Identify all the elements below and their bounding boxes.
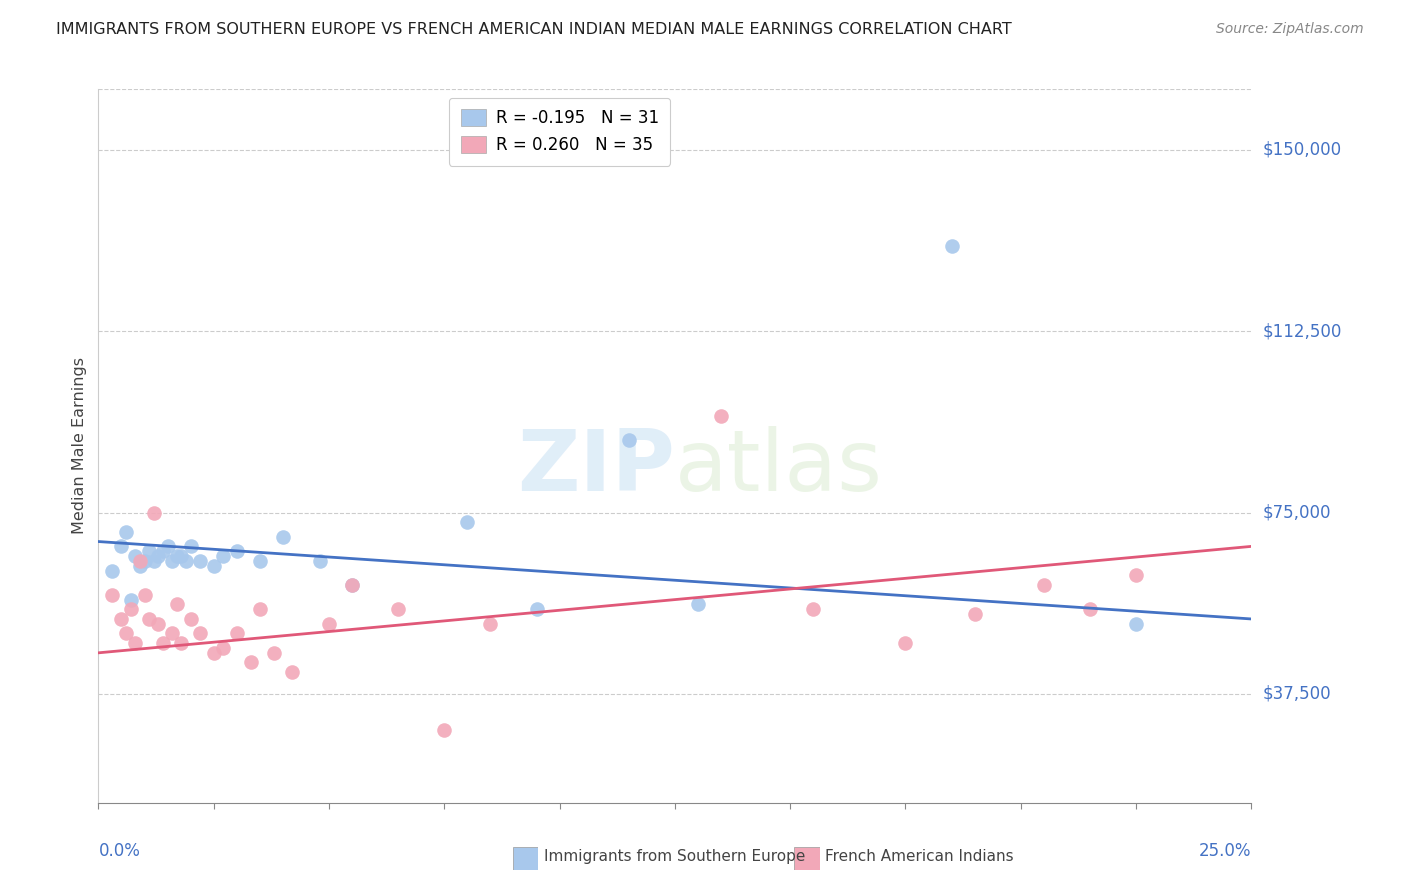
Point: [963, 607, 986, 621]
Text: Source: ZipAtlas.com: Source: ZipAtlas.com: [1216, 22, 1364, 37]
Point: [152, 636, 174, 650]
Point: [239, 656, 262, 670]
Point: [1078, 602, 1101, 616]
Point: [166, 598, 188, 612]
Text: $75,000: $75,000: [1263, 503, 1331, 522]
Point: [941, 239, 963, 253]
Point: [152, 544, 174, 558]
Point: [174, 554, 197, 568]
Point: [617, 433, 640, 447]
Point: [129, 554, 152, 568]
Point: [340, 578, 363, 592]
Text: French American Indians: French American Indians: [825, 849, 1014, 863]
Text: $112,500: $112,500: [1263, 322, 1341, 340]
Text: $37,500: $37,500: [1263, 685, 1331, 703]
Point: [156, 540, 179, 554]
Point: [526, 602, 548, 616]
Point: [318, 616, 340, 631]
Point: [148, 616, 170, 631]
Point: [479, 616, 502, 631]
Point: [110, 612, 132, 626]
Point: [115, 626, 138, 640]
Point: [212, 640, 235, 655]
Point: [110, 540, 132, 554]
Point: [129, 558, 152, 573]
Point: [160, 626, 183, 640]
Point: [120, 592, 142, 607]
Point: [281, 665, 304, 680]
Point: [134, 554, 156, 568]
Point: [801, 602, 824, 616]
Text: $150,000: $150,000: [1263, 141, 1341, 159]
Point: [249, 554, 271, 568]
Y-axis label: Median Male Earnings: Median Male Earnings: [72, 358, 87, 534]
Point: [170, 636, 193, 650]
Point: [142, 554, 165, 568]
Point: [212, 549, 235, 563]
Point: [180, 612, 202, 626]
Text: 0.0%: 0.0%: [98, 842, 141, 860]
Point: [1032, 578, 1054, 592]
Point: [101, 564, 124, 578]
Point: [456, 515, 478, 529]
Point: [170, 549, 193, 563]
Point: [202, 558, 225, 573]
Point: [115, 524, 138, 539]
Point: [166, 549, 188, 563]
Text: Immigrants from Southern Europe: Immigrants from Southern Europe: [544, 849, 806, 863]
Text: 25.0%: 25.0%: [1199, 842, 1251, 860]
Text: atlas: atlas: [675, 425, 883, 509]
Point: [308, 554, 330, 568]
Point: [686, 598, 709, 612]
Text: ZIP: ZIP: [517, 425, 675, 509]
Point: [188, 626, 211, 640]
Point: [142, 506, 165, 520]
Point: [340, 578, 363, 592]
Legend: R = -0.195   N = 31, R = 0.260   N = 35: R = -0.195 N = 31, R = 0.260 N = 35: [449, 97, 671, 166]
Point: [225, 544, 247, 558]
Point: [263, 646, 285, 660]
Point: [1125, 616, 1147, 631]
Point: [120, 602, 142, 616]
Point: [710, 409, 733, 423]
Point: [188, 554, 211, 568]
Point: [387, 602, 409, 616]
Point: [148, 549, 170, 563]
Point: [101, 588, 124, 602]
Point: [249, 602, 271, 616]
Point: [124, 636, 146, 650]
Point: [433, 723, 456, 738]
Point: [180, 540, 202, 554]
Text: IMMIGRANTS FROM SOUTHERN EUROPE VS FRENCH AMERICAN INDIAN MEDIAN MALE EARNINGS C: IMMIGRANTS FROM SOUTHERN EUROPE VS FRENC…: [56, 22, 1012, 37]
Point: [160, 554, 183, 568]
Point: [202, 646, 225, 660]
Point: [134, 588, 156, 602]
Point: [124, 549, 146, 563]
Point: [138, 544, 160, 558]
Point: [1125, 568, 1147, 582]
Point: [894, 636, 917, 650]
Point: [225, 626, 247, 640]
Point: [271, 530, 294, 544]
Point: [138, 612, 160, 626]
